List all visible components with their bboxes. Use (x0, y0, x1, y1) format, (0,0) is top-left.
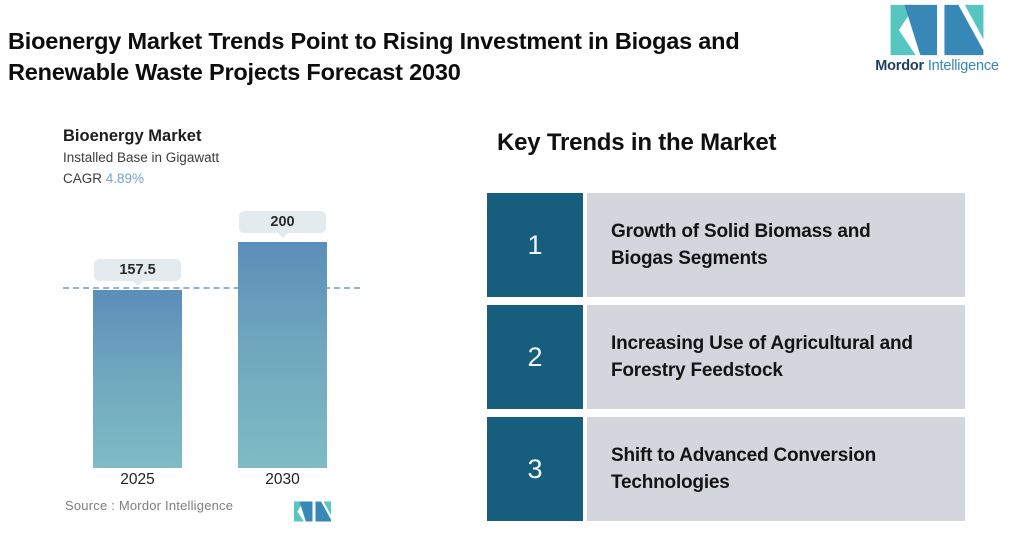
bar-2025-value-label: 157.5 (94, 259, 181, 281)
reference-dashed-line (63, 287, 360, 289)
bar-2030-value-label: 200 (239, 211, 326, 233)
source-brand-mark (294, 501, 331, 527)
cagr-value: 4.89% (105, 171, 145, 186)
bar-2030-label-pointer-icon (276, 232, 289, 238)
bar-2025-label-pointer-icon (131, 280, 144, 286)
chart-title: Bioenergy Market (63, 127, 202, 145)
trend-number-2: 2 (487, 305, 583, 409)
trend-body-2: Increasing Use of Agricultural and Fores… (587, 305, 965, 409)
mordor-intelligence-logo-icon (890, 4, 984, 56)
trend-row-1: 1 Growth of Solid Biomass and Biogas Seg… (487, 193, 965, 297)
bar-2025-fill (93, 290, 182, 468)
chart-cagr: CAGR 4.89% (63, 171, 144, 186)
x-axis-label-2025: 2025 (120, 471, 155, 488)
trend-divider (583, 417, 587, 521)
trend-divider (583, 193, 587, 297)
trend-body-1: Growth of Solid Biomass and Biogas Segme… (587, 193, 965, 297)
cagr-label: CAGR (63, 171, 103, 186)
trend-number-1: 1 (487, 193, 583, 297)
trend-divider (583, 305, 587, 409)
brand-name-bold: Mordor (875, 58, 924, 74)
x-axis-label-2030: 2030 (265, 471, 300, 488)
trends-list: 1 Growth of Solid Biomass and Biogas Seg… (487, 193, 965, 529)
source-attribution: Source : Mordor Intelligence (65, 498, 234, 513)
brand-name-light: Intelligence (927, 58, 999, 74)
trend-body-3: Shift to Advanced Conversion Technologie… (587, 417, 965, 521)
brand-logo: Mordor Intelligence (862, 4, 1012, 74)
bar-2030: 200 (238, 211, 327, 468)
trends-heading: Key Trends in the Market (497, 129, 777, 156)
trend-row-2: 2 Increasing Use of Agricultural and For… (487, 305, 965, 409)
bar-2025: 157.5 (93, 259, 182, 468)
mordor-mini-logo-icon (294, 501, 331, 522)
trend-number-3: 3 (487, 417, 583, 521)
page-title: Bioenergy Market Trends Point to Rising … (8, 28, 740, 85)
trend-text-1: Growth of Solid Biomass and Biogas Segme… (611, 221, 871, 269)
chart-subtitle: Installed Base in Gigawatt (63, 150, 220, 165)
trend-text-2: Increasing Use of Agricultural and Fores… (611, 333, 913, 381)
bar-2030-fill (238, 242, 327, 468)
brand-name: Mordor Intelligence (862, 58, 1012, 74)
trend-row-3: 3 Shift to Advanced Conversion Technolog… (487, 417, 965, 521)
trend-text-3: Shift to Advanced Conversion Technologie… (611, 445, 877, 493)
